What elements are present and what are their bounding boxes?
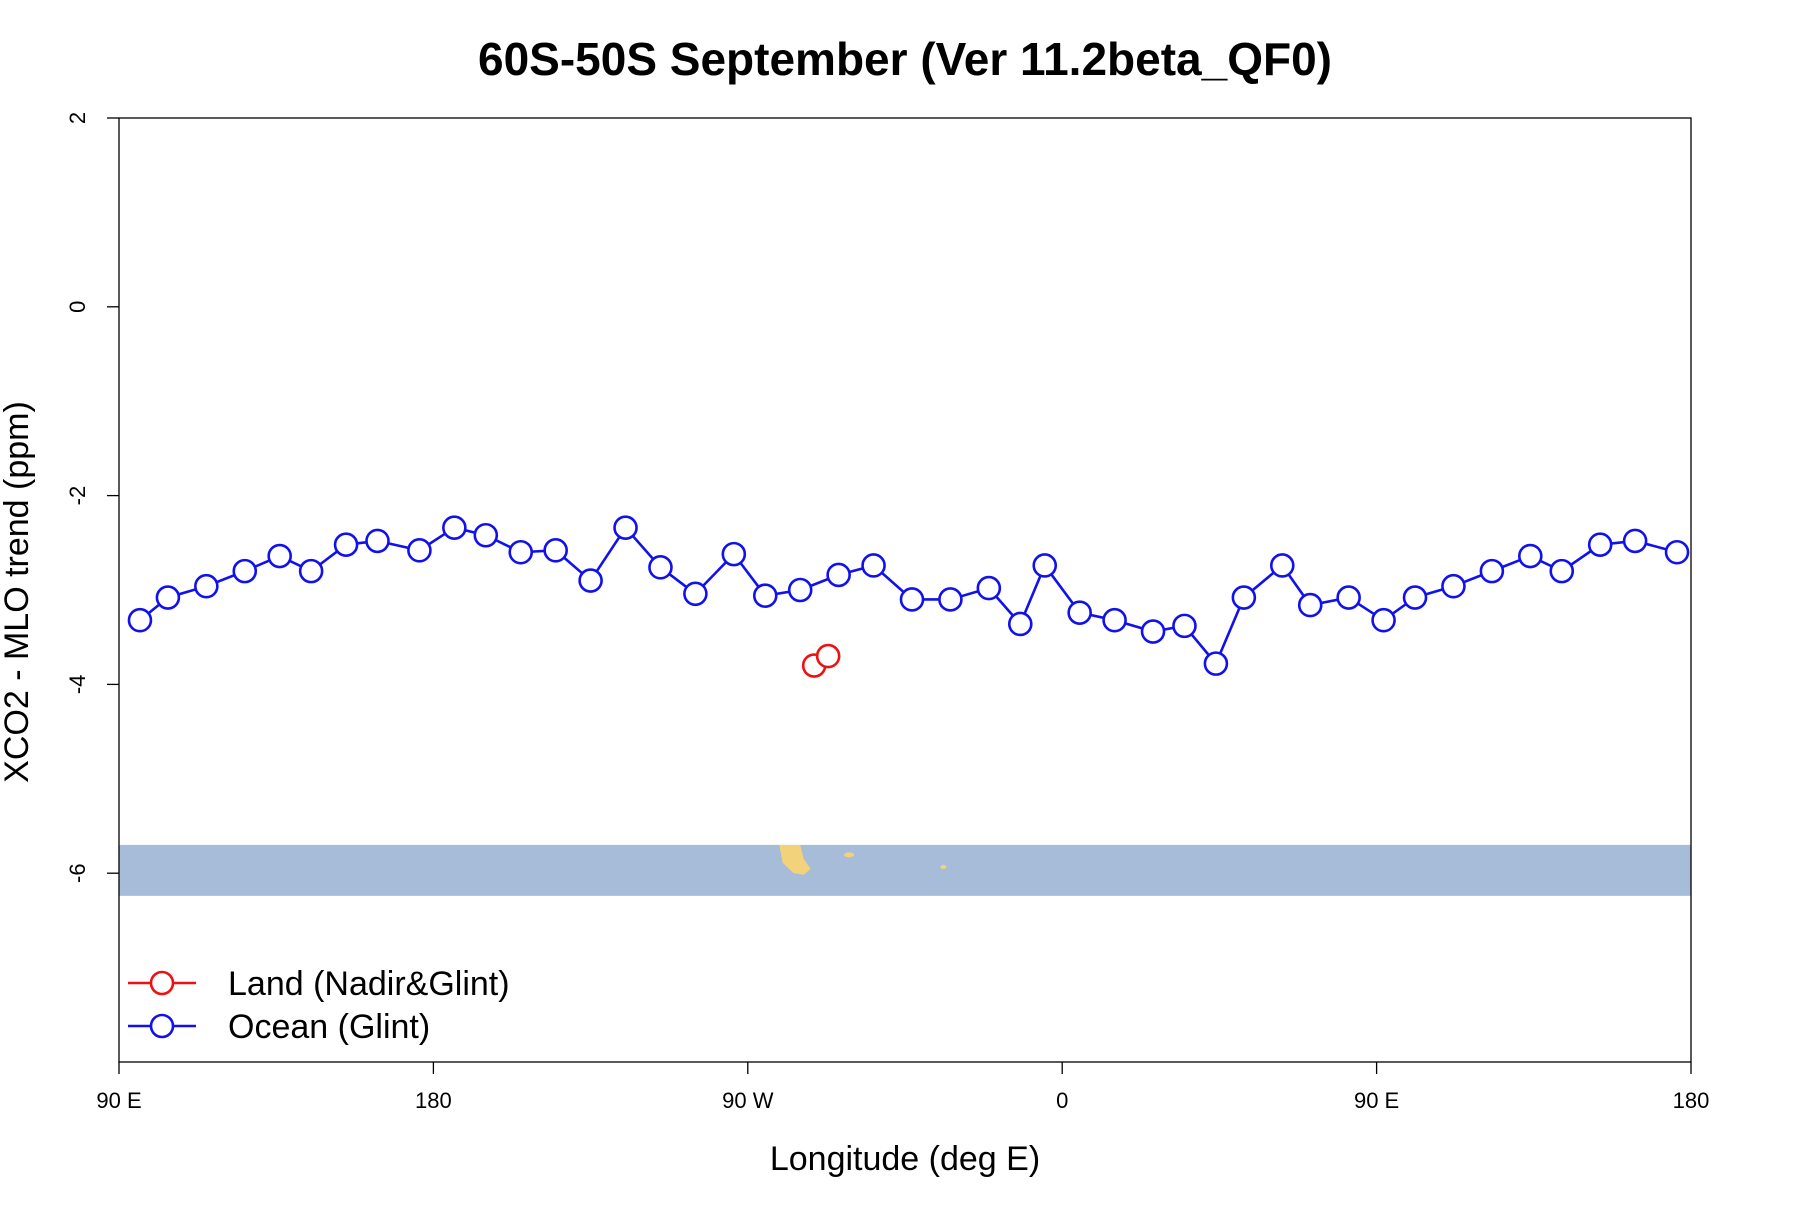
y-tick-label: 0 [65, 301, 90, 313]
data-point-ocean-glint [1622, 528, 1648, 554]
x-tick-label: 90 E [1354, 1088, 1399, 1113]
data-point-ocean-glint [1518, 543, 1543, 569]
data-point-ocean-glint [1297, 592, 1323, 618]
data-point-ocean-glint [1067, 600, 1092, 625]
data-point-ocean-glint [1203, 651, 1229, 676]
data-point-ocean-glint [407, 538, 432, 563]
data-point-ocean-glint [938, 587, 963, 612]
y-axis-label: XCO2 - MLO trend (ppm) [0, 401, 36, 783]
data-point-ocean-glint [648, 555, 673, 580]
chart-title: 60S-50S September (Ver 11.2beta_QF0) [478, 33, 1332, 85]
data-point-ocean-glint [1172, 613, 1197, 639]
data-point-ocean-glint [1587, 532, 1613, 557]
data-point-land-nadir-glint [815, 643, 841, 669]
data-point-ocean-glint [232, 558, 258, 584]
map-land-falklands [844, 852, 855, 858]
plot-area: 2 0 -2 -4 -6 90 E 180 90 W 0 90 E 180 Land (Nadir&G… [65, 112, 1709, 1113]
y-tick-label: 2 [65, 112, 90, 124]
data-point-ocean-glint [1549, 558, 1575, 584]
legend-label: Ocean (Glint) [228, 1008, 430, 1046]
data-point-ocean-glint [683, 581, 708, 607]
data-point-ocean-glint [267, 543, 292, 569]
y-tick-label: -4 [65, 675, 90, 695]
data-point-ocean-glint [1102, 607, 1127, 633]
data-point-ocean-glint [127, 607, 153, 633]
x-tick-label: 0 [1056, 1088, 1068, 1113]
data-point-ocean-glint [365, 528, 390, 554]
data-point-ocean-glint [752, 583, 778, 608]
y-tick-label: -2 [65, 486, 90, 506]
data-point-ocean-glint [1269, 553, 1295, 578]
data-point-ocean-glint [473, 522, 499, 548]
data-point-ocean-glint [1231, 585, 1257, 610]
data-point-ocean-glint [1441, 573, 1466, 599]
data-point-ocean-glint [861, 553, 886, 578]
data-point-ocean-glint [508, 539, 534, 565]
data-point-ocean-glint [613, 515, 638, 540]
data-point-ocean-glint [721, 541, 747, 567]
data-point-ocean-glint [787, 577, 813, 603]
legend-marker [149, 970, 175, 996]
data-point-ocean-glint [1140, 619, 1166, 644]
x-tick-label: 90 W [722, 1088, 774, 1113]
data-point-ocean-glint [899, 587, 925, 612]
data-point-ocean-glint [1007, 611, 1033, 637]
data-point-ocean-glint [543, 538, 568, 563]
data-point-ocean-glint [1664, 539, 1690, 565]
x-axis-label: Longitude (deg E) [770, 1140, 1040, 1178]
y-tick-label: -6 [65, 863, 90, 883]
plot-frame [118, 117, 1692, 1063]
data-point-ocean-glint [1032, 553, 1058, 578]
data-point-ocean-glint [442, 515, 467, 540]
legend-marker [149, 1013, 175, 1039]
x-tick-label: 180 [1673, 1088, 1710, 1113]
legend-label: Land (Nadir&Glint) [228, 965, 510, 1003]
data-point-ocean-glint [578, 568, 603, 593]
x-tick-label: 180 [415, 1088, 452, 1113]
map-land-south-georgia [940, 864, 947, 869]
legend: Land (Nadir&Glint) Ocean (Glint) [128, 965, 510, 1046]
map-land-south-america [779, 844, 811, 875]
data-point-ocean-glint [194, 573, 219, 599]
x-tick-label: 90 E [96, 1088, 141, 1113]
data-point-ocean-glint [1402, 585, 1428, 610]
data-point-ocean-glint [1371, 607, 1396, 633]
data-point-ocean-glint [1336, 585, 1361, 610]
data-point-ocean-glint [155, 585, 181, 610]
data-point-ocean-glint [1479, 558, 1505, 584]
data-point-ocean-glint [976, 575, 1002, 601]
map-ocean-band [119, 844, 1691, 896]
data-point-ocean-glint [826, 562, 851, 588]
data-point-ocean-glint [333, 532, 359, 557]
data-point-ocean-glint [298, 558, 324, 584]
